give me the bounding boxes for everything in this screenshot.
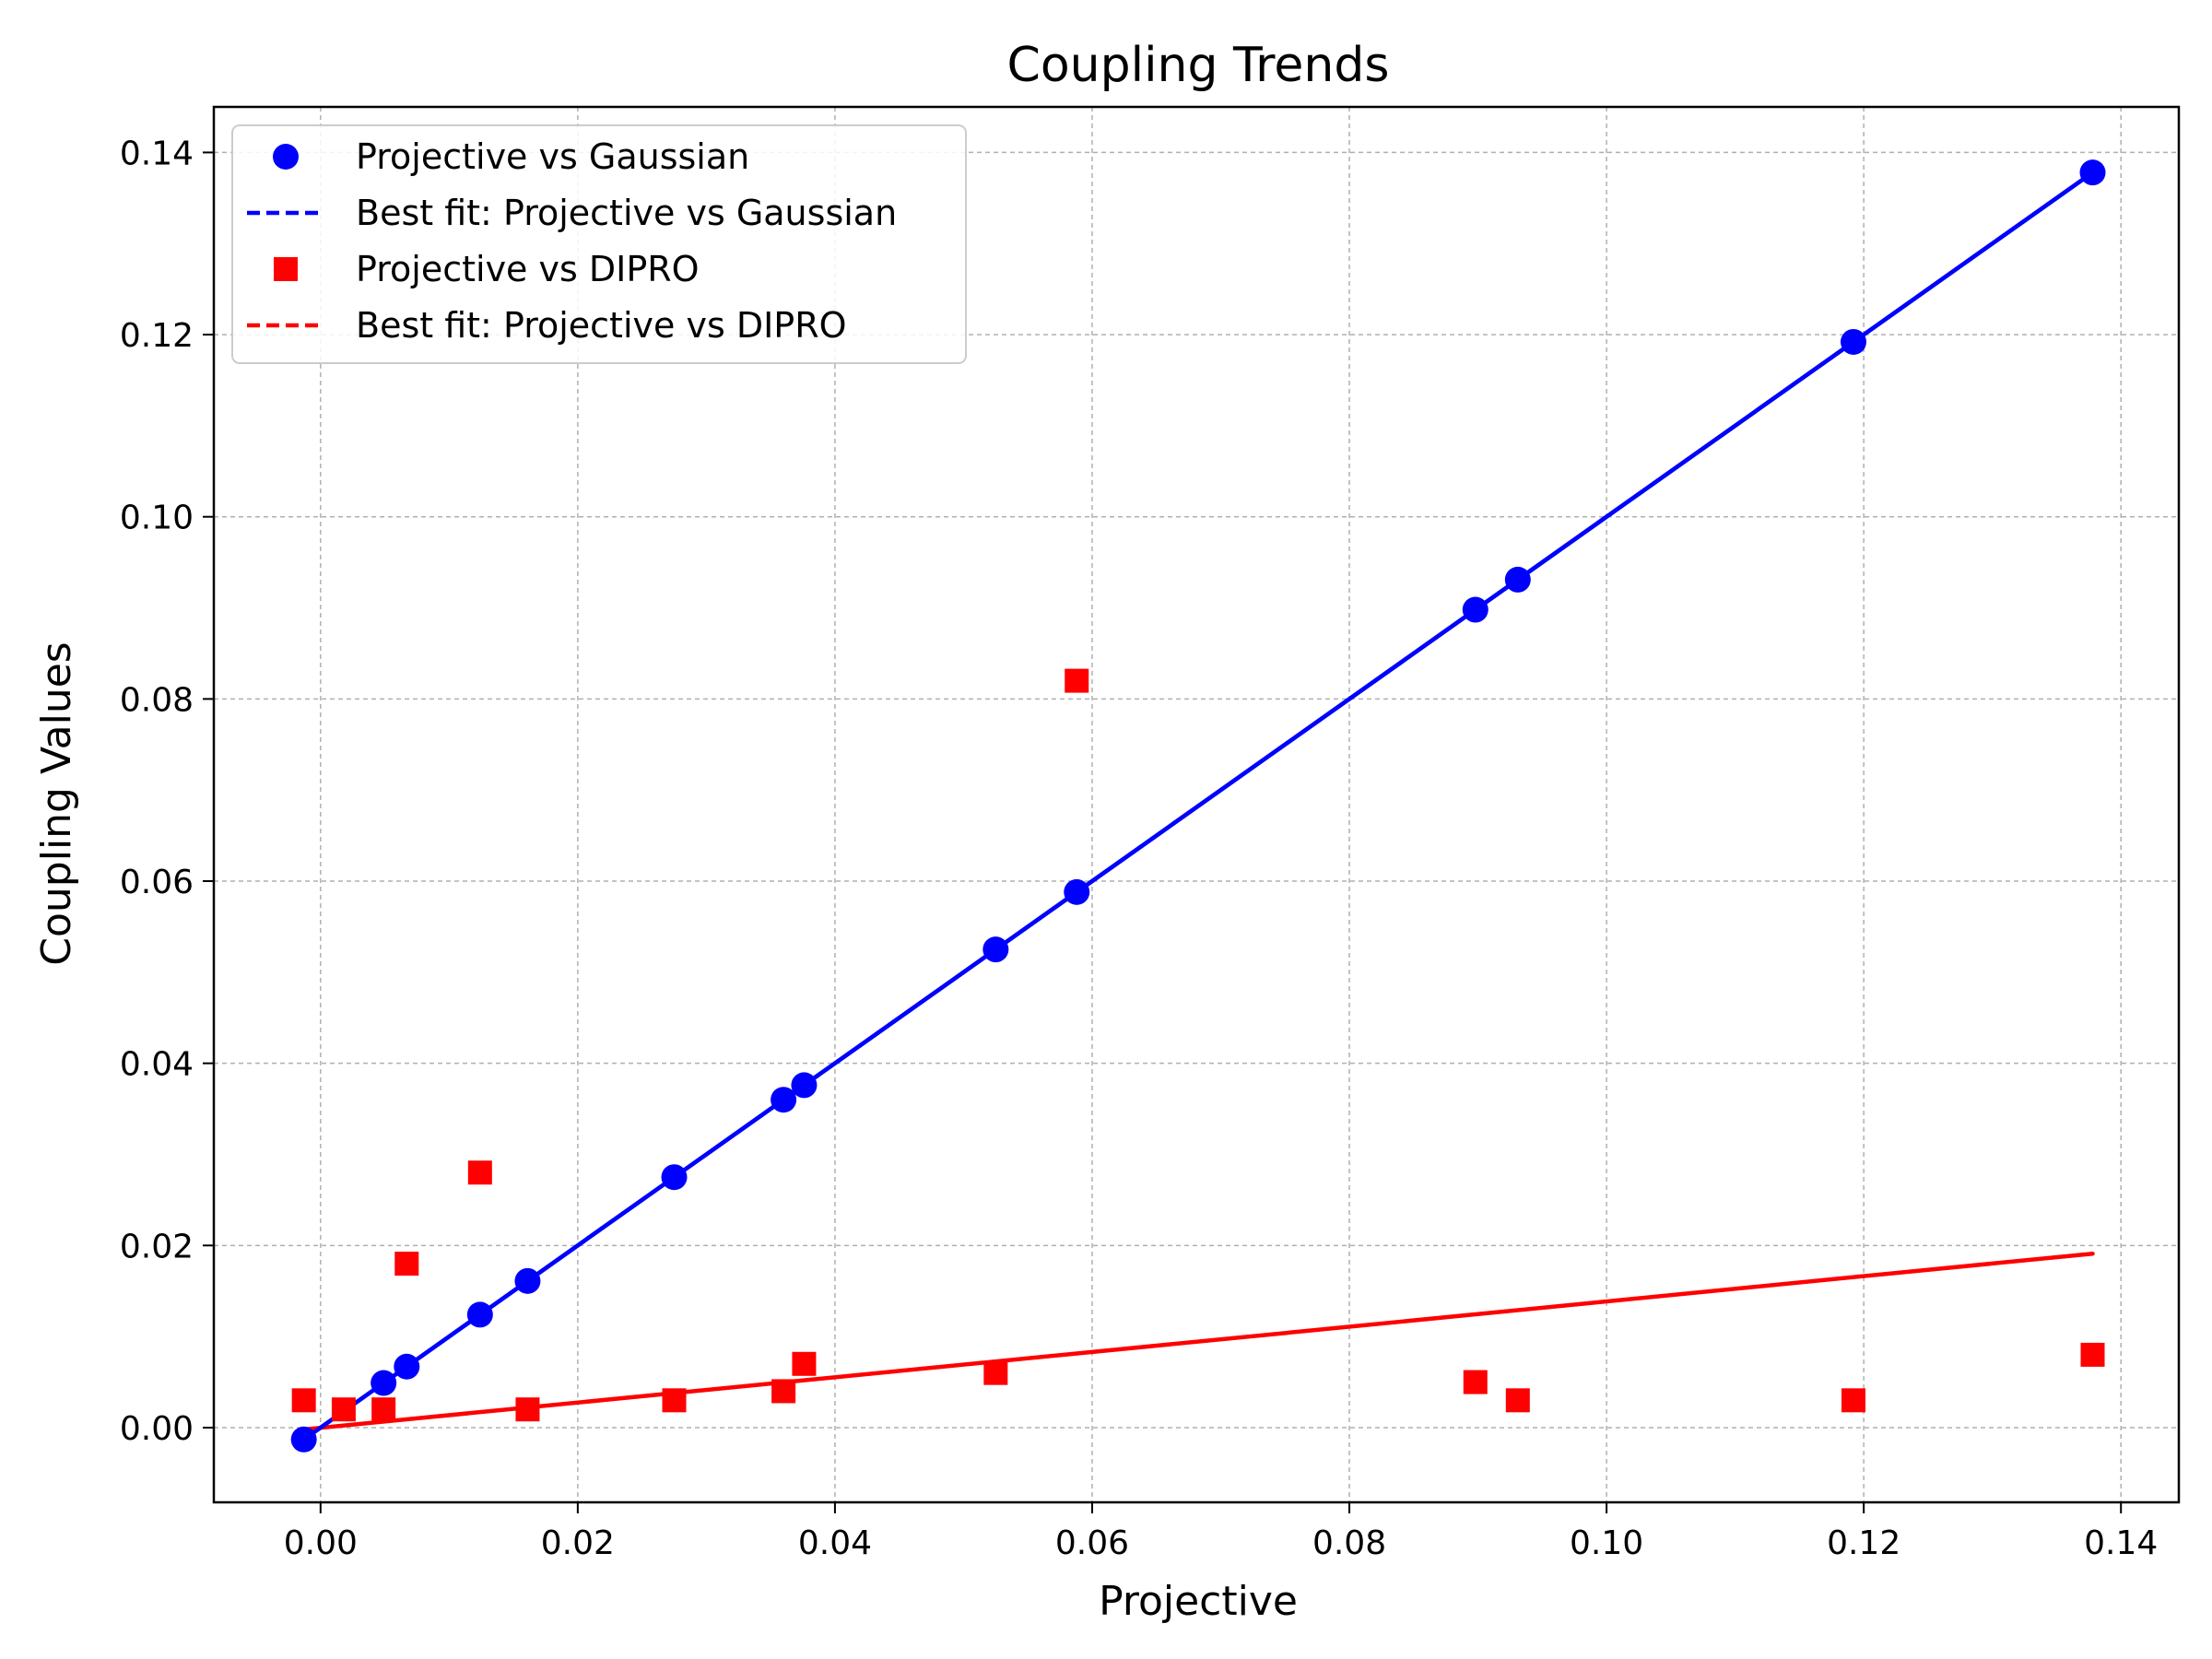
gaussian-point (771, 1087, 797, 1113)
plot-area (290, 159, 2106, 1453)
dipro-point (331, 1397, 356, 1422)
x-tick-label: 0.00 (284, 1524, 358, 1562)
gaussian-point (661, 1164, 688, 1191)
x-tick-label: 0.08 (1312, 1524, 1386, 1562)
dipro-point (467, 1160, 492, 1185)
gaussian-point (514, 1267, 541, 1294)
dipro-point (1065, 668, 1089, 693)
gaussian-point (2079, 159, 2106, 186)
y-tick-label: 0.06 (120, 864, 194, 901)
gaussian-point (1840, 328, 1866, 355)
legend-label: Best fit: Projective vs Gaussian (356, 193, 897, 233)
legend-label: Projective vs Gaussian (356, 136, 749, 177)
legend: Projective vs Gaussian Best fit: Projecti… (231, 124, 967, 364)
y-axis-label: Coupling Values (33, 641, 80, 965)
y-tick-label: 0.00 (120, 1410, 194, 1448)
axes: 0.00 0.02 0.04 0.06 0.08 0.10 0.12 0.14 0.00 0.02… (120, 135, 2158, 1562)
legend-handle-dipro-points (274, 257, 298, 281)
x-axis-label: Projective (1099, 1578, 1298, 1625)
dipro-point (792, 1351, 817, 1376)
y-tick-label: 0.12 (120, 317, 194, 355)
gaussian-point (290, 1426, 317, 1453)
y-tick-label: 0.02 (120, 1228, 194, 1265)
x-tick-label: 0.06 (1055, 1524, 1129, 1562)
x-tick-label: 0.12 (1827, 1524, 1900, 1562)
gaussian-point (1462, 596, 1488, 623)
x-tick-label: 0.10 (1570, 1524, 1643, 1562)
x-tick-label: 0.02 (541, 1524, 615, 1562)
plot-frame (212, 105, 2181, 1504)
dipro-point (515, 1397, 540, 1422)
legend-handle-gaussian-points (273, 144, 299, 170)
legend-box (231, 124, 967, 364)
x-tick-label: 0.14 (2084, 1524, 2158, 1562)
dipro-point (983, 1360, 1008, 1385)
dipro-point (1841, 1388, 1865, 1413)
y-tick-label: 0.04 (120, 1046, 194, 1084)
legend-label: Best fit: Projective vs DIPRO (356, 305, 847, 346)
gaussian-point (982, 936, 1009, 963)
dipro-point (291, 1388, 316, 1413)
x-tick-label: 0.04 (798, 1524, 872, 1562)
dipro-point (1463, 1370, 1488, 1394)
y-tick-label: 0.14 (120, 135, 194, 172)
y-tick-label: 0.08 (120, 681, 194, 719)
dipro-point (662, 1388, 687, 1413)
dipro-point (1505, 1388, 1530, 1413)
best-fit-line (301, 1251, 2095, 1432)
gaussian-point (791, 1072, 818, 1099)
gaussian-point (1064, 878, 1090, 905)
gaussian-point (1504, 566, 1531, 593)
chart-title: Coupling Trends (1007, 38, 1390, 93)
dipro-point (371, 1397, 396, 1422)
gaussian-point (371, 1370, 397, 1396)
gaussian-point (466, 1301, 493, 1328)
dipro-point (771, 1379, 796, 1404)
dipro-point (394, 1252, 419, 1277)
legend-label: Projective vs DIPRO (356, 249, 700, 289)
dipro-point (2080, 1342, 2105, 1367)
gaussian-point (394, 1353, 420, 1380)
y-tick-label: 0.10 (120, 500, 194, 537)
